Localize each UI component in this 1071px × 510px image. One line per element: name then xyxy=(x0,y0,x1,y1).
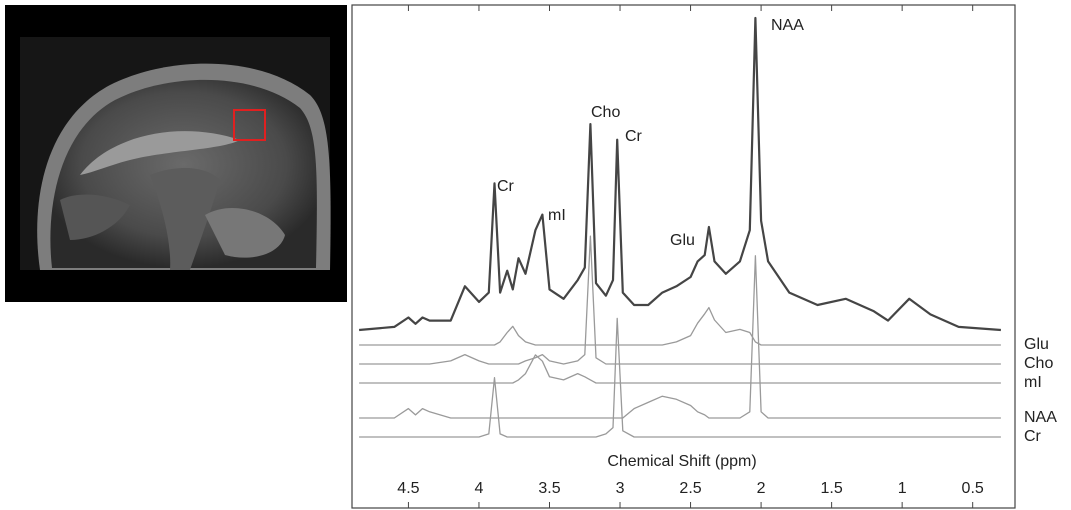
x-tick-label: 4.5 xyxy=(397,480,419,497)
peak-annotation: NAA xyxy=(771,17,804,34)
figure: Chemical Shift (ppm) 4.5 4 3.5 3 2.5 2 1.5 1 0.5… xyxy=(0,0,1071,510)
x-tick-label: 4 xyxy=(475,480,484,497)
legend-label: Cr xyxy=(1024,428,1042,445)
x-tick-label: 3.5 xyxy=(538,480,560,497)
peak-annotation: Cr xyxy=(625,128,643,145)
peak-annotation: Cho xyxy=(591,104,620,121)
peak-annotation: mI xyxy=(548,207,566,224)
x-tick-label: 1 xyxy=(898,480,907,497)
x-tick-label: 0.5 xyxy=(962,480,984,497)
x-tick-label: 2 xyxy=(757,480,766,497)
peak-annotation: Cr xyxy=(497,178,515,195)
component-line xyxy=(359,318,1001,437)
component-line xyxy=(359,256,1001,418)
legend-label: Cho xyxy=(1024,355,1053,372)
plot-frame xyxy=(352,5,1015,508)
x-axis-label: Chemical Shift (ppm) xyxy=(607,453,756,470)
legend-label: Glu xyxy=(1024,336,1049,353)
spectrum-line xyxy=(359,18,1001,330)
mri-image xyxy=(5,5,347,302)
peak-annotation: Glu xyxy=(670,232,695,249)
x-tick-label: 2.5 xyxy=(679,480,701,497)
x-tick-label: 3 xyxy=(616,480,625,497)
legend-label: mI xyxy=(1024,374,1042,391)
x-tick-label: 1.5 xyxy=(820,480,842,497)
legend-label: NAA xyxy=(1024,409,1057,426)
component-line xyxy=(359,308,1001,345)
